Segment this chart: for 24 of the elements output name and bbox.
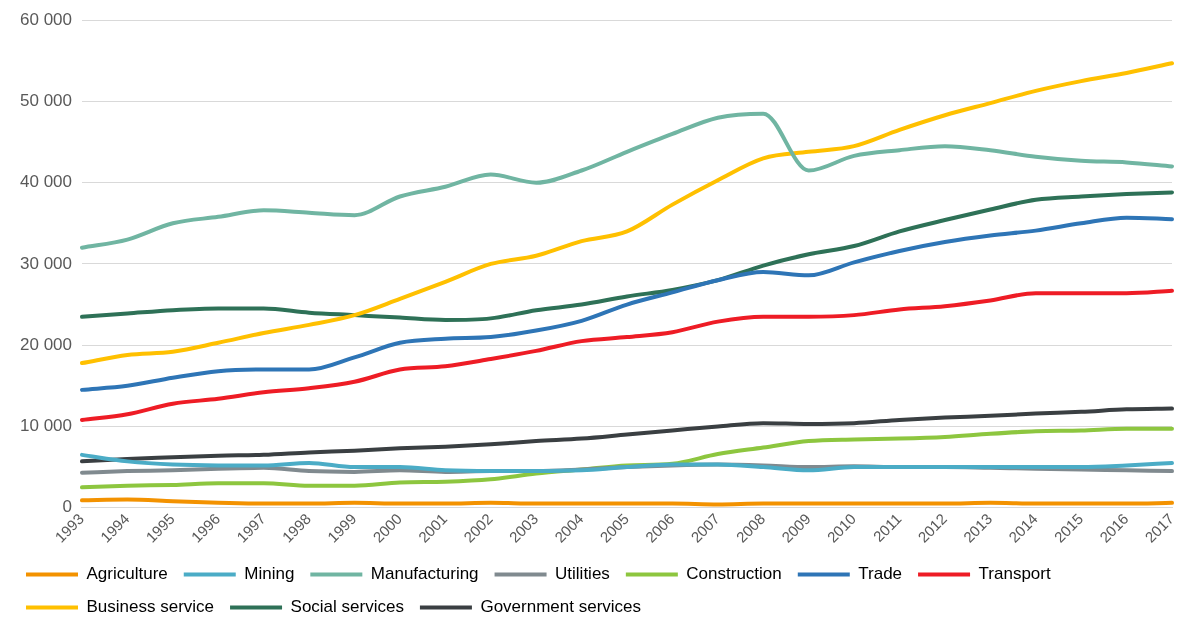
legend-label: Agriculture xyxy=(86,564,168,584)
legend-label: Construction xyxy=(686,564,782,584)
legend-label: Mining xyxy=(244,564,295,584)
y-tick-label: 20 000 xyxy=(20,334,72,354)
y-tick-label: 10 000 xyxy=(20,416,72,436)
legend-label: Utilities xyxy=(555,564,610,584)
y-tick-label: 40 000 xyxy=(20,172,72,192)
legend-label: Trade xyxy=(858,564,903,584)
line-series xyxy=(80,61,1174,366)
line-series xyxy=(80,452,1174,474)
legend-label: Social services xyxy=(290,597,404,617)
y-tick-label: 30 000 xyxy=(20,253,72,273)
legend-label: Manufacturing xyxy=(370,564,479,584)
line-series xyxy=(80,406,1174,464)
legend-label: Government services xyxy=(480,597,642,617)
legend-label: Transport xyxy=(978,564,1051,584)
line-series xyxy=(80,288,1174,422)
y-tick-label: 0 xyxy=(62,497,72,517)
y-tick-label: 60 000 xyxy=(20,9,72,29)
y-tick-label: 50 000 xyxy=(20,91,72,111)
legend-label: Business service xyxy=(86,597,215,617)
line-series xyxy=(80,190,1174,322)
line-series xyxy=(80,215,1174,392)
line-series xyxy=(80,111,1174,250)
